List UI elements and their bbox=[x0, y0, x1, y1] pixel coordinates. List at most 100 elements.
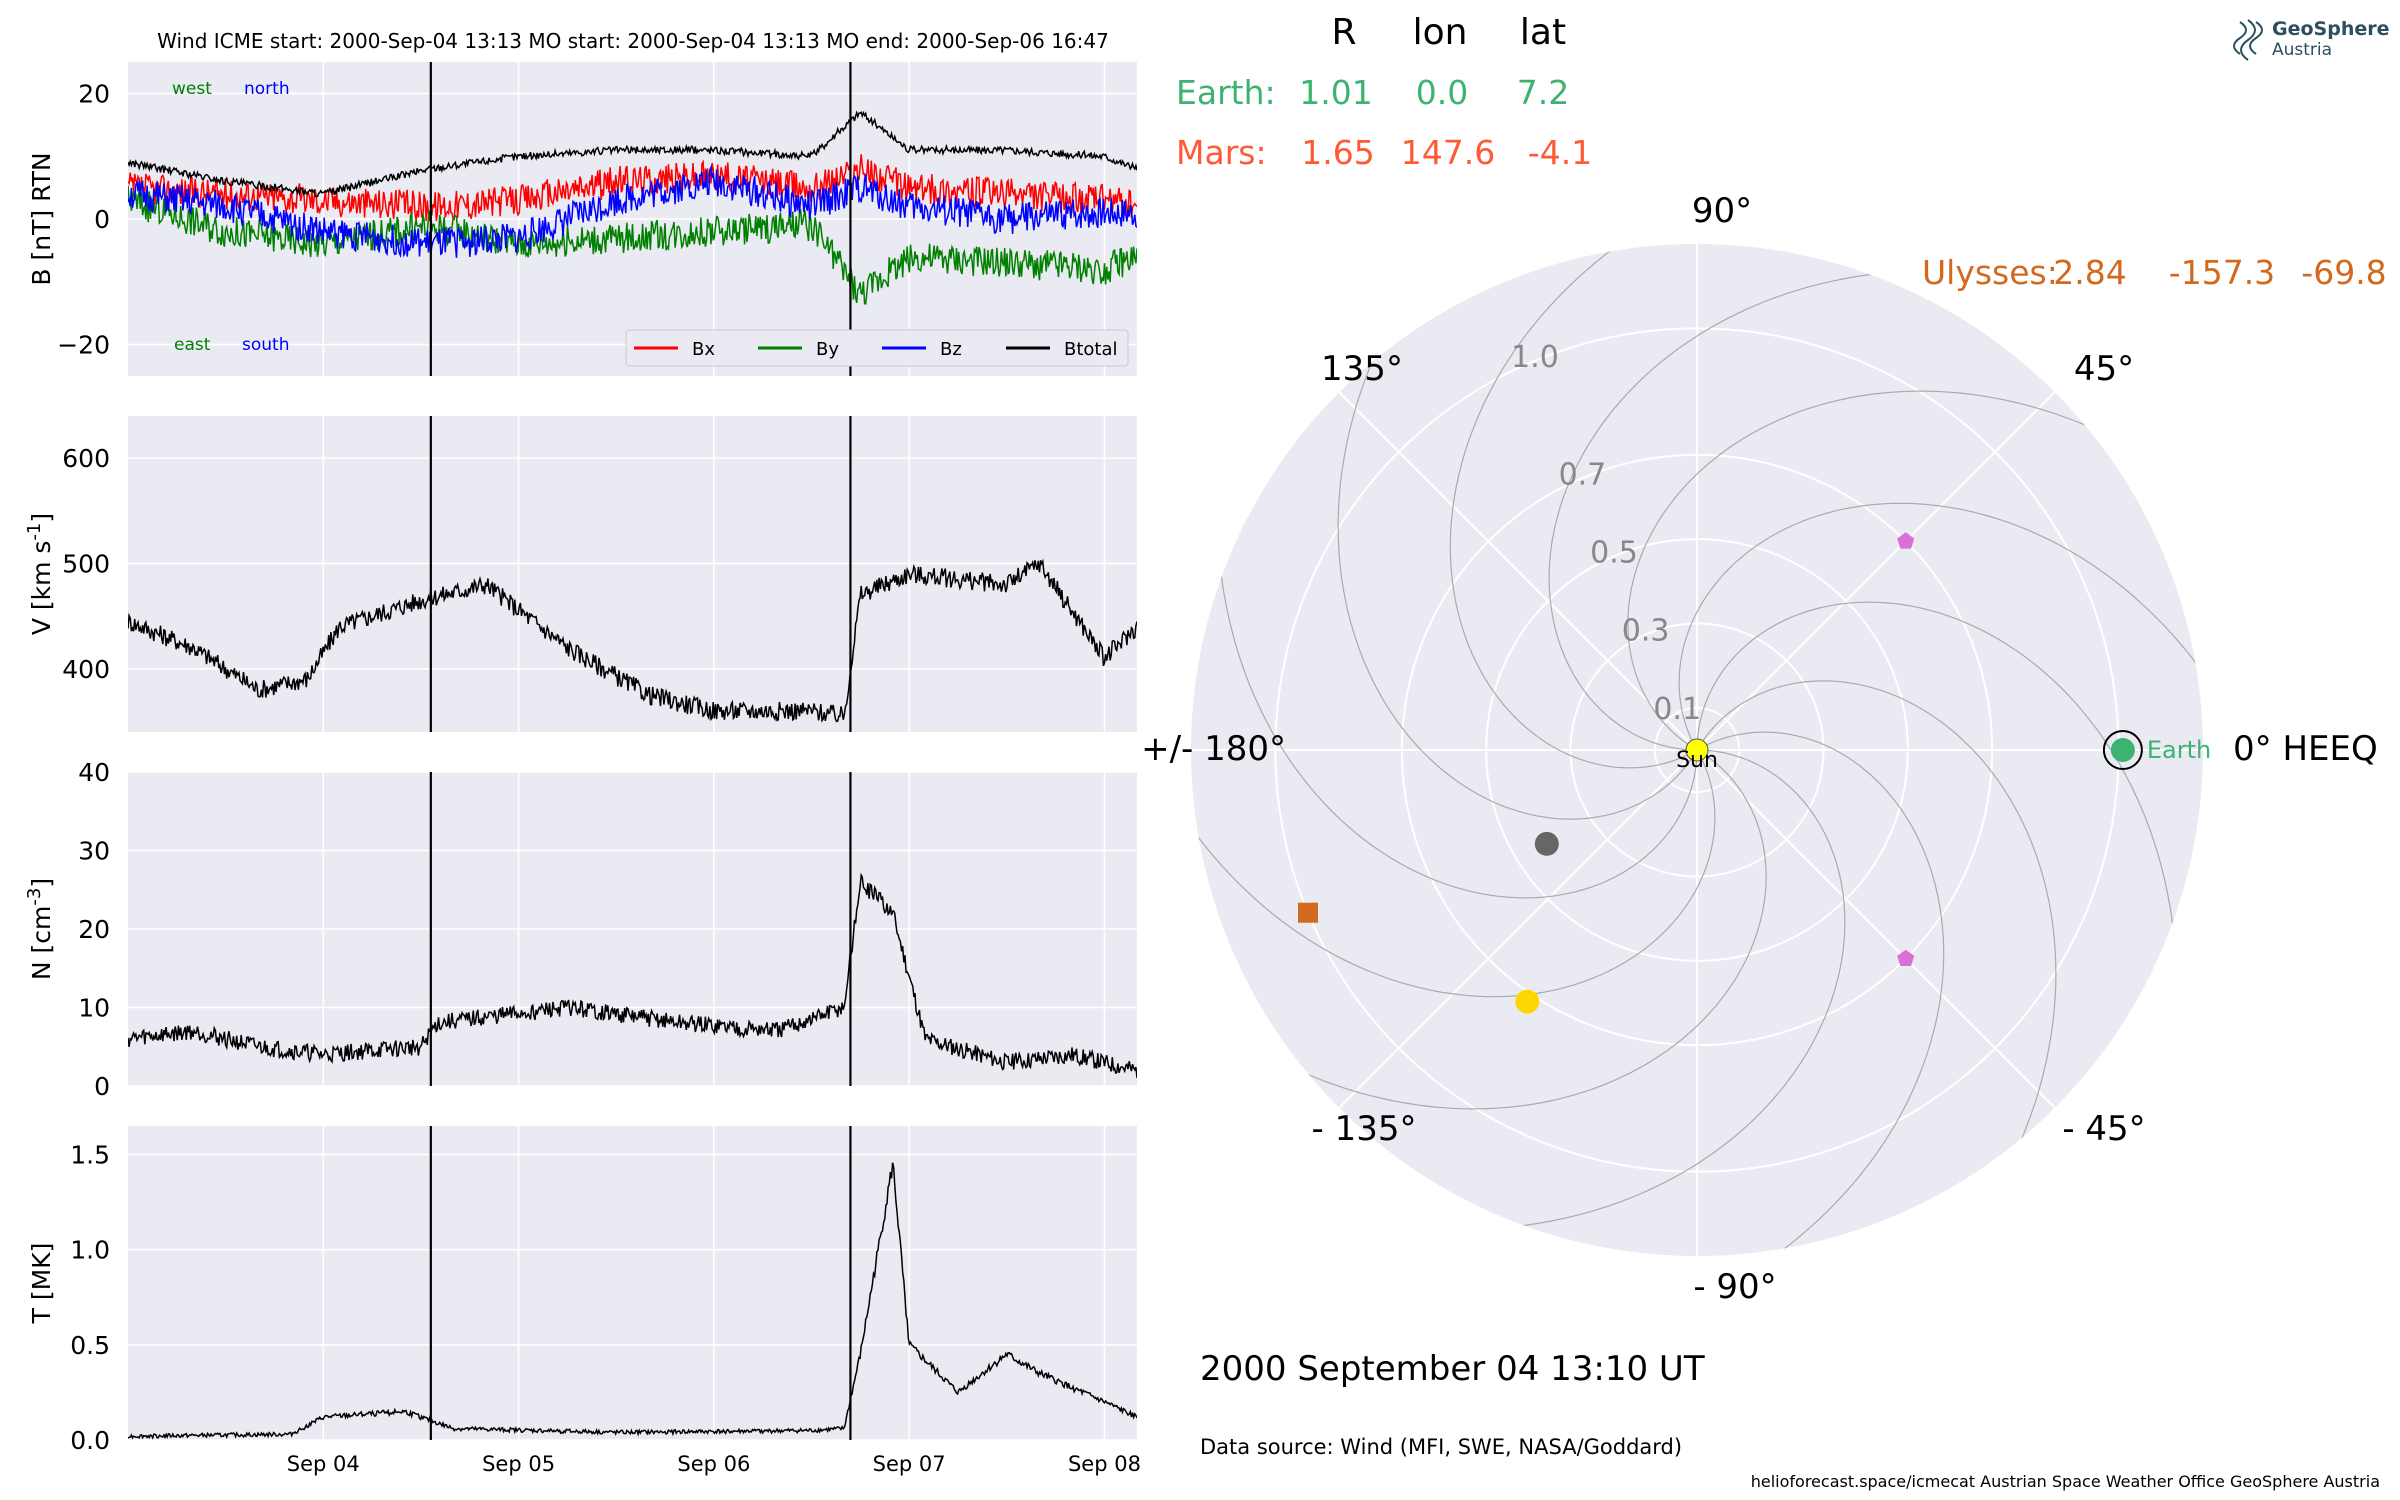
spiral-line bbox=[1337, 278, 1698, 820]
x-tick-label: Sep 06 bbox=[677, 1452, 750, 1476]
row-r: 1.01 bbox=[1299, 73, 1372, 112]
angle-tick-label: 45° bbox=[2074, 349, 2134, 389]
angle-tick-label: - 45° bbox=[2062, 1109, 2145, 1149]
spiral-line bbox=[1191, 749, 1716, 998]
legend-label: By bbox=[816, 339, 839, 360]
body-sun bbox=[1685, 738, 1709, 762]
table-header-r: R bbox=[1331, 12, 1356, 53]
row-r: 2.84 bbox=[2053, 253, 2126, 292]
spiral-line bbox=[1678, 502, 2203, 751]
angular-gridline bbox=[1338, 749, 1698, 1109]
y-tick-label: 400 bbox=[62, 655, 110, 684]
body-earth-label: Earth bbox=[2147, 736, 2211, 764]
legend: Bx By Bz Btotal bbox=[625, 329, 1129, 367]
y-tick-label: 1.0 bbox=[70, 1236, 110, 1265]
angular-gridline bbox=[1696, 391, 2056, 751]
spiral-line bbox=[1627, 390, 2169, 751]
annotation-east: east bbox=[174, 335, 211, 355]
legend-label: Bz bbox=[940, 339, 962, 360]
earth-ring bbox=[2102, 730, 2143, 770]
annotation-west: west bbox=[172, 79, 212, 99]
y-tick-label: 500 bbox=[62, 549, 110, 578]
y-tick-label: 1.5 bbox=[70, 1141, 110, 1170]
body-earth bbox=[2110, 738, 2135, 762]
spiral-line bbox=[1429, 749, 1846, 1231]
legend-label: Bx bbox=[692, 339, 715, 360]
row-lat: -69.8 bbox=[2301, 253, 2386, 292]
data-source-label: Data source: Wind (MFI, SWE, NASA/Goddar… bbox=[1200, 1435, 1682, 1459]
angle-tick-label: 0° HEEQ bbox=[2233, 729, 2378, 769]
density-panel: 0 10 20 30 40 N [cm-3] bbox=[24, 758, 1137, 1101]
body-pentagon bbox=[1897, 532, 1915, 549]
x-tick-label: Sep 04 bbox=[287, 1452, 360, 1476]
row-lon: 147.6 bbox=[1401, 133, 1495, 172]
angular-gridline bbox=[1338, 391, 1698, 751]
y-axis-label: T [MK] bbox=[27, 1243, 56, 1325]
logo-sub: Austria bbox=[2272, 40, 2332, 60]
body-gray_body bbox=[1534, 831, 1559, 856]
b-field-panel: −20 0 20 B [nT] RTN west north east south Bx By Bz… bbox=[27, 62, 1137, 376]
row-name: Mars: bbox=[1176, 133, 1267, 172]
spiral-line bbox=[1696, 680, 2057, 1222]
row-name: Ulysses: bbox=[1922, 253, 2058, 292]
table-row-mars: Mars: 1.65 147.6 -4.1 bbox=[1176, 133, 1592, 172]
positions-table: R lon lat Earth: 1.01 0.0 7.2 Mars: 1.65… bbox=[1176, 12, 2387, 292]
y-tick-label: 20 bbox=[78, 79, 110, 108]
table-header-lon: lon bbox=[1413, 12, 1468, 53]
spiral-line bbox=[1696, 601, 2178, 1018]
spiral-line bbox=[1548, 269, 1965, 751]
y-axis-label: N [cm-3] bbox=[24, 878, 56, 980]
legend-label: Btotal bbox=[1064, 339, 1118, 360]
y-axis-label: V [km s-1] bbox=[24, 513, 56, 635]
logo-name: GeoSphere bbox=[2272, 18, 2390, 40]
time-series-panels: −20 0 20 B [nT] RTN west north east south Bx By Bz… bbox=[24, 62, 1141, 1476]
angle-tick-label: +/- 180° bbox=[1141, 729, 1286, 769]
angular-gridline bbox=[1696, 749, 2056, 1109]
y-tick-label: 0 bbox=[94, 1072, 110, 1101]
panel-background bbox=[128, 1126, 1137, 1440]
body-sun-label: Sun bbox=[1676, 748, 1718, 773]
table-row-ulysses: Ulysses: 2.84 -157.3 -69.8 bbox=[1922, 253, 2387, 292]
table-row-earth: Earth: 1.01 0.0 7.2 bbox=[1176, 73, 1569, 112]
y-tick-label: 40 bbox=[78, 758, 110, 787]
series-line-bz bbox=[128, 164, 1137, 259]
series-line-t bbox=[128, 1162, 1137, 1440]
angle-tick-label: - 90° bbox=[1693, 1267, 1776, 1307]
spiral-line bbox=[1216, 482, 1698, 899]
logo-icon bbox=[2233, 19, 2263, 61]
y-tick-label: 10 bbox=[78, 994, 110, 1023]
panel-background bbox=[128, 416, 1137, 732]
row-lat: 7.2 bbox=[1517, 73, 1569, 112]
angle-tick-label: 135° bbox=[1321, 349, 1403, 389]
y-tick-label: 20 bbox=[78, 915, 110, 944]
radial-tick-label: 0.7 bbox=[1559, 457, 1607, 492]
annotation-south: south bbox=[242, 335, 289, 355]
radial-tick-label: 1.0 bbox=[1511, 340, 1559, 375]
row-lon: -157.3 bbox=[2169, 253, 2275, 292]
radial-tick-label: 0.1 bbox=[1653, 692, 1701, 727]
body-pentagon bbox=[1897, 949, 1915, 966]
series-line-n bbox=[128, 872, 1137, 1079]
body-ulysses bbox=[1297, 902, 1318, 923]
y-tick-label: 600 bbox=[62, 444, 110, 473]
footer-credits: helioforecast.space/icmecat Austrian Spa… bbox=[1751, 1472, 2380, 1491]
spiral-line bbox=[1225, 749, 1767, 1110]
y-tick-label: −20 bbox=[57, 331, 110, 360]
radial-tick-label: 0.5 bbox=[1590, 536, 1638, 571]
date-label: 2000 September 04 13:10 UT bbox=[1200, 1349, 1705, 1389]
geosphere-logo: GeoSphere Austria bbox=[2233, 18, 2390, 61]
temperature-panel: Sep 04 Sep 05 Sep 06 Sep 07 Sep 08 0.0 0.5 1.0 1… bbox=[27, 1126, 1141, 1476]
y-axis-label: B [nT] RTN bbox=[27, 152, 56, 285]
x-tick-label: Sep 05 bbox=[482, 1452, 555, 1476]
row-lat: -4.1 bbox=[1528, 133, 1592, 172]
series-line-v bbox=[128, 558, 1137, 723]
angle-tick-label: - 135° bbox=[1312, 1109, 1417, 1149]
x-tick-label: Sep 08 bbox=[1068, 1452, 1141, 1476]
series-line-btotal bbox=[128, 110, 1137, 198]
table-header-lat: lat bbox=[1520, 12, 1566, 53]
annotation-north: north bbox=[244, 79, 290, 99]
figure-title: Wind ICME start: 2000-Sep-04 13:13 MO st… bbox=[157, 29, 1109, 53]
x-tick-label: Sep 07 bbox=[873, 1452, 946, 1476]
row-name: Earth: bbox=[1176, 73, 1276, 112]
